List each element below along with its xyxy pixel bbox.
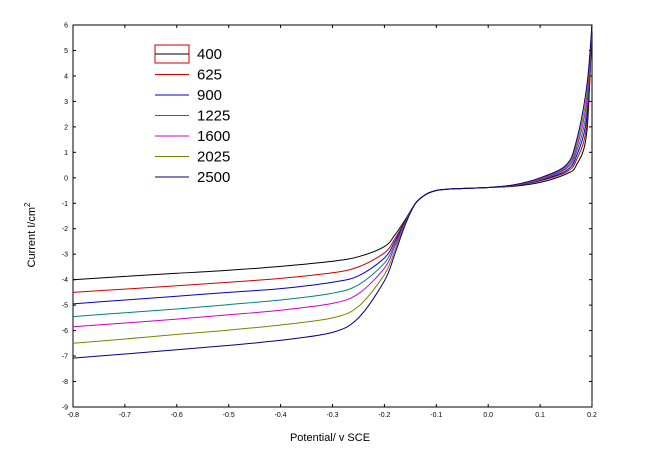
y-axis-title-text: Current I/cm — [26, 207, 38, 268]
y-axis-title-sup: 2 — [23, 202, 32, 207]
x-tick-label: 0.1 — [535, 412, 545, 419]
y-tick-label: -5 — [62, 303, 68, 310]
x-tick-label: 0.2 — [587, 412, 597, 419]
series-line-2025 — [72, 24, 593, 344]
x-tick-label: -0.8 — [67, 412, 79, 419]
legend-label-1225: 1225 — [197, 108, 230, 125]
x-tick-label: -0.6 — [171, 412, 183, 419]
x-axis-title: Potential/ v SCE — [290, 432, 370, 444]
x-tick-label: -0.5 — [223, 412, 235, 419]
series-line-900 — [72, 24, 593, 305]
y-axis-ticks: 6 5 4 3 2 1 0 -1 -2 -3 -4 -5 -6 -7 -8 -9 — [62, 23, 592, 412]
series-lines — [72, 24, 593, 359]
plot-frame — [72, 24, 593, 408]
y-axis-title: Current I/cm2 — [23, 202, 38, 268]
y-tick-label: -6 — [62, 328, 68, 335]
legend-label-400: 400 — [197, 46, 222, 63]
series-line-2500 — [72, 24, 593, 359]
y-tick-label: 0 — [64, 175, 68, 182]
series-line-625 — [72, 24, 593, 293]
y-tick-label: 4 — [64, 73, 68, 80]
y-tick-label: 3 — [64, 99, 68, 106]
y-tick-label: -2 — [62, 226, 68, 233]
x-tick-label: -0.1 — [430, 412, 442, 419]
y-tick-label: 6 — [64, 23, 68, 30]
y-tick-label: -7 — [62, 354, 68, 361]
series-line-1600 — [72, 24, 593, 328]
y-tick-label: 1 — [64, 150, 68, 157]
x-tick-label: 0.0 — [483, 412, 493, 419]
y-tick-label: 5 — [64, 48, 68, 55]
y-tick-label: 2 — [64, 124, 68, 131]
legend-label-1600: 1600 — [197, 128, 230, 145]
legend-label-2500: 2500 — [197, 169, 230, 186]
legend-selection-box — [154, 44, 190, 64]
x-tick-label: -0.7 — [119, 412, 131, 419]
y-tick-label: -9 — [62, 405, 68, 412]
x-tick-label: -0.4 — [275, 412, 287, 419]
legend-label-900: 900 — [197, 87, 222, 104]
x-tick-label: -0.2 — [378, 412, 390, 419]
x-axis-ticks: -0.8 -0.7 -0.6 -0.5 -0.4 -0.3 -0.2 -0.1 0.0 0.1 0.… — [67, 25, 597, 419]
y-tick-label: -4 — [62, 277, 68, 284]
legend-label-625: 625 — [197, 67, 222, 84]
x-tick-label: -0.3 — [326, 412, 338, 419]
series-line-400 — [72, 24, 593, 281]
y-tick-label: -8 — [62, 379, 68, 386]
legend-label-2025: 2025 — [197, 149, 230, 166]
y-tick-label: -1 — [62, 201, 68, 208]
legend: 400 625 900 1225 1600 2025 2500 — [154, 44, 230, 186]
y-tick-label: -3 — [62, 252, 68, 259]
